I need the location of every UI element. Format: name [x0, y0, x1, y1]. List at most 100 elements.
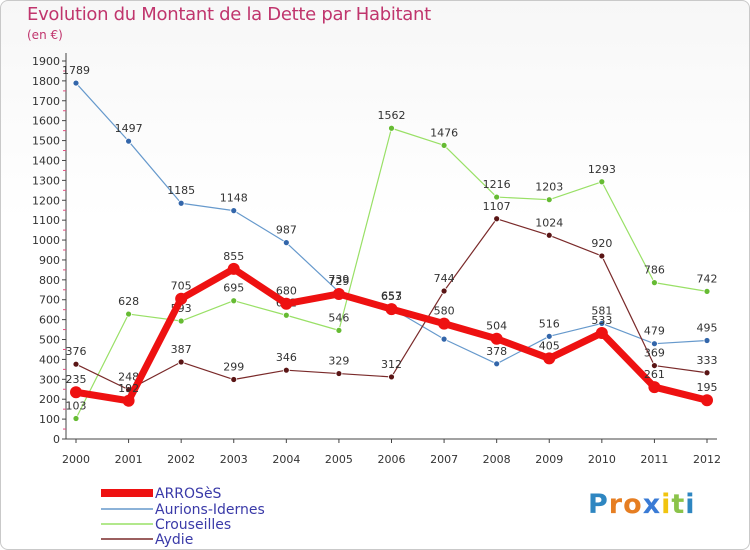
- x-tick-label: 2007: [430, 453, 458, 466]
- data-point: [122, 394, 135, 407]
- logo-letter: i: [661, 489, 672, 520]
- data-point: [440, 335, 448, 343]
- legend-label: Aurions-Idernes: [155, 502, 265, 518]
- legend-label: Aydie: [155, 532, 193, 548]
- data-label: 376: [66, 345, 87, 358]
- x-tick-label: 2006: [378, 453, 406, 466]
- data-label: 739: [328, 273, 349, 286]
- data-point: [493, 215, 501, 223]
- data-label: 581: [591, 304, 612, 317]
- logo-letter: P: [588, 489, 609, 520]
- data-label: 479: [644, 325, 665, 338]
- data-point: [545, 332, 553, 340]
- data-label: 192: [118, 382, 139, 395]
- data-point: [332, 287, 345, 300]
- data-label: 299: [223, 361, 244, 374]
- y-tick-label: 1400: [32, 154, 60, 167]
- data-label: 248: [118, 371, 139, 384]
- data-label: 387: [171, 343, 192, 356]
- data-label: 103: [66, 400, 87, 413]
- y-tick-label: 600: [39, 314, 60, 327]
- y-tick-label: 1100: [32, 214, 60, 227]
- data-point: [282, 239, 290, 247]
- data-label: 1562: [378, 109, 406, 122]
- data-label: 729: [328, 275, 349, 288]
- y-tick-label: 0: [53, 433, 60, 446]
- data-label: 369: [644, 347, 665, 360]
- x-tick-label: 2004: [272, 453, 300, 466]
- data-point: [125, 137, 132, 145]
- data-label: 533: [591, 314, 612, 327]
- chart-title: Evolution du Montant de la Dette par Hab…: [27, 4, 431, 25]
- data-label: 628: [118, 295, 139, 308]
- data-point: [388, 373, 395, 381]
- data-label: 580: [434, 305, 455, 318]
- data-point: [703, 337, 711, 344]
- y-tick-label: 200: [39, 393, 60, 406]
- data-point: [125, 310, 132, 318]
- data-point: [595, 326, 608, 339]
- x-tick-label: 2003: [220, 453, 248, 466]
- data-point: [493, 193, 501, 201]
- data-label: 695: [223, 282, 244, 295]
- y-tick-label: 1000: [32, 234, 60, 247]
- data-point: [227, 262, 240, 275]
- data-label: 1497: [115, 122, 143, 135]
- data-label: 546: [328, 311, 349, 324]
- data-point: [72, 415, 80, 422]
- logo-letter: r: [608, 489, 624, 520]
- y-tick-label: 100: [39, 413, 60, 426]
- x-tick-label: 2001: [115, 453, 143, 466]
- data-point: [440, 287, 448, 295]
- chart-unit: (en €): [27, 28, 63, 42]
- x-tick-label: 2012: [693, 453, 721, 466]
- data-label: 705: [171, 280, 192, 293]
- data-label: 378: [486, 345, 507, 358]
- data-label: 1293: [588, 163, 616, 176]
- data-point: [545, 196, 553, 204]
- data-point: [230, 207, 238, 215]
- data-label: 987: [276, 224, 297, 237]
- data-point: [598, 178, 606, 186]
- data-label: 195: [697, 381, 718, 394]
- data-point: [335, 370, 343, 377]
- x-tick-label: 2000: [62, 453, 90, 466]
- proxiti-logo: Proxiti: [588, 489, 696, 520]
- data-label: 1024: [535, 216, 563, 229]
- y-tick-label: 1200: [32, 194, 60, 207]
- data-label: 405: [539, 339, 560, 352]
- data-label: 235: [66, 373, 87, 386]
- data-point: [230, 297, 238, 305]
- data-label: 1203: [535, 181, 563, 194]
- data-label: 742: [697, 272, 718, 285]
- y-tick-label: 1600: [32, 115, 60, 128]
- data-label: 1107: [483, 200, 511, 213]
- data-point: [703, 369, 711, 377]
- data-point: [280, 297, 293, 310]
- data-label: 333: [697, 354, 718, 367]
- data-point: [72, 360, 80, 368]
- data-point: [701, 394, 713, 407]
- data-point: [651, 279, 658, 287]
- x-tick-label: 2010: [588, 453, 616, 466]
- data-label: 1148: [220, 192, 248, 205]
- y-tick-label: 1900: [32, 55, 60, 68]
- logo-letter: x: [642, 489, 662, 520]
- data-point: [440, 141, 448, 149]
- data-label: 1185: [167, 184, 195, 197]
- data-label: 495: [697, 322, 718, 335]
- data-point: [703, 287, 711, 295]
- data-label: 786: [644, 264, 665, 277]
- data-point: [177, 199, 185, 207]
- data-label: 1216: [483, 178, 511, 191]
- x-tick-label: 2008: [483, 453, 511, 466]
- data-label: 744: [434, 272, 455, 285]
- y-tick-label: 1700: [32, 95, 60, 108]
- data-label: 680: [276, 285, 297, 298]
- y-tick-label: 700: [39, 294, 60, 307]
- logo-letter: i: [685, 489, 696, 520]
- data-point: [543, 352, 556, 365]
- data-point: [230, 376, 238, 383]
- y-tick-label: 1300: [32, 174, 60, 187]
